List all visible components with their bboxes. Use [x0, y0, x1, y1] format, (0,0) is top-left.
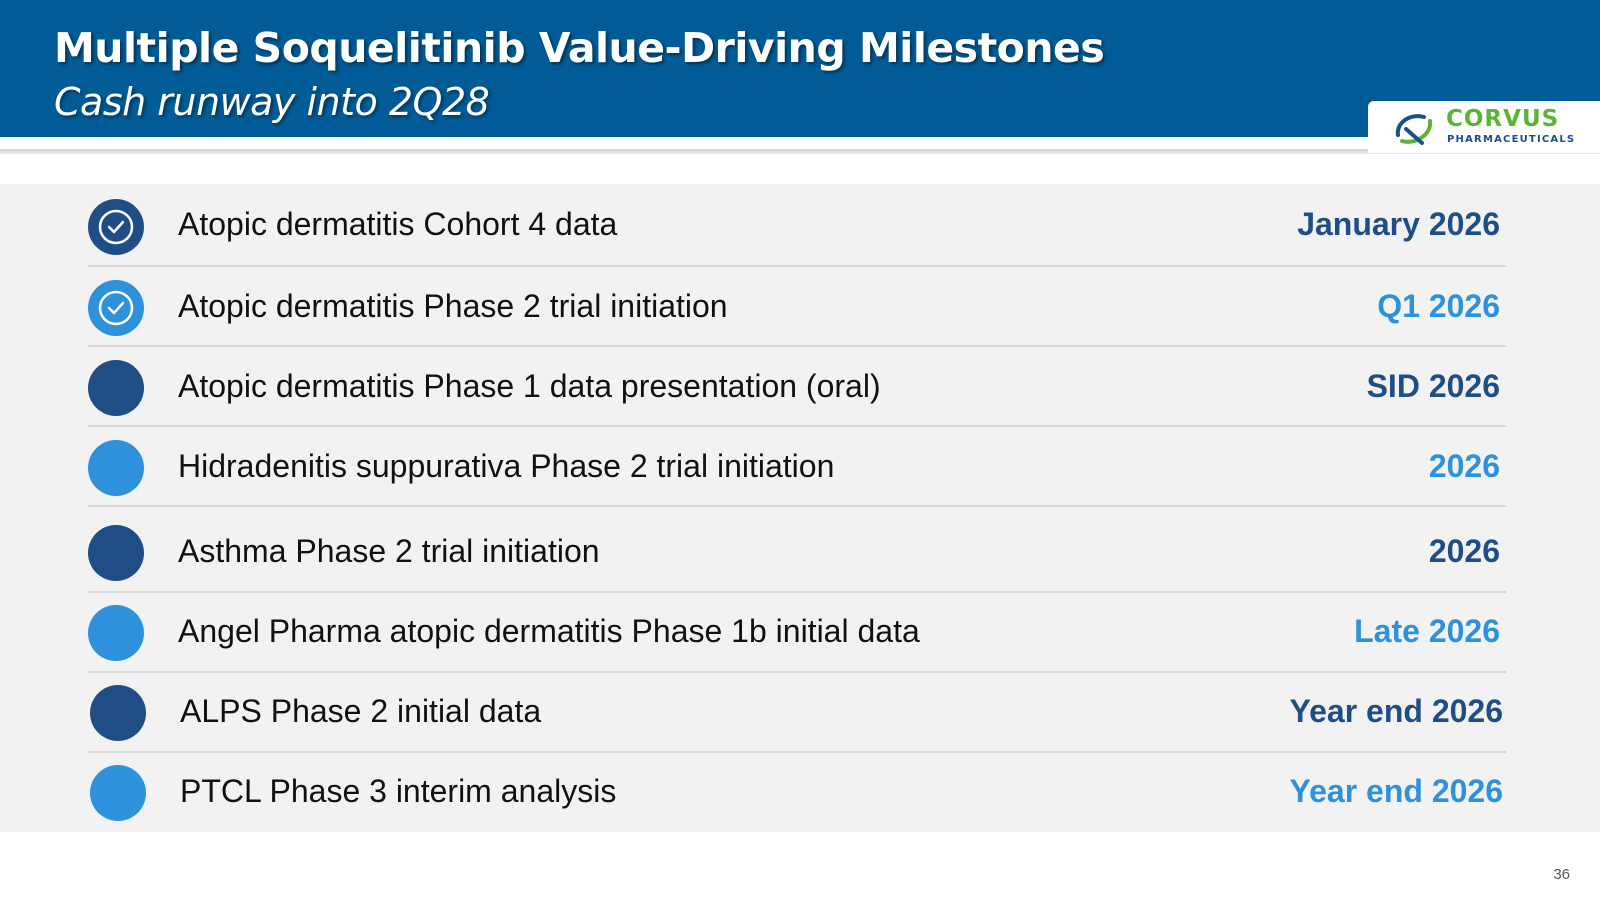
milestone-label: PTCL Phase 3 interim analysis — [180, 773, 617, 809]
milestone-date: 2026 — [1428, 533, 1500, 569]
milestone-status-dot — [88, 360, 144, 416]
milestone-label: Hidradenitis suppurativa Phase 2 trial i… — [178, 448, 835, 484]
milestone-date: Late 2026 — [1354, 613, 1500, 649]
milestone-status-dot — [88, 605, 144, 661]
milestone-date: Year end 2026 — [1289, 693, 1503, 729]
milestone-status-dot — [88, 525, 144, 581]
milestone-panel: Atopic dermatitis Cohort 4 data January … — [0, 184, 1600, 832]
check-circle-icon — [98, 209, 134, 245]
milestone-label: Atopic dermatitis Phase 2 trial initiati… — [178, 288, 728, 324]
corvus-logo-icon — [1395, 114, 1433, 145]
milestone-date: SID 2026 — [1366, 368, 1500, 404]
milestone-label: Angel Pharma atopic dermatitis Phase 1b … — [178, 613, 920, 649]
milestone-status-dot — [88, 440, 144, 496]
header-divider — [0, 149, 1600, 154]
milestone-row: Hidradenitis suppurativa Phase 2 trial i… — [88, 427, 1506, 507]
milestone-row: Atopic dermatitis Phase 1 data presentat… — [88, 347, 1506, 427]
page-number: 36 — [1553, 866, 1570, 883]
milestone-label: ALPS Phase 2 initial data — [180, 693, 542, 729]
page-subtitle: Cash runway into 2Q28 — [54, 80, 490, 124]
milestone-status-dot — [90, 765, 146, 821]
milestone-row: ALPS Phase 2 initial data Year end 2026 — [88, 673, 1506, 753]
milestone-date: Year end 2026 — [1289, 773, 1503, 809]
milestone-row: Atopic dermatitis Phase 2 trial initiati… — [88, 267, 1506, 347]
milestone-date: January 2026 — [1297, 206, 1500, 242]
logo-name: CORVUS — [1446, 106, 1560, 132]
milestone-date: Q1 2026 — [1377, 288, 1500, 324]
milestone-row: Atopic dermatitis Cohort 4 data January … — [88, 184, 1506, 267]
check-circle-icon — [98, 290, 134, 326]
logo-subtitle: PHARMACEUTICALS — [1447, 134, 1576, 145]
milestone-label: Atopic dermatitis Cohort 4 data — [178, 206, 618, 242]
milestone-status-dot — [90, 685, 146, 741]
milestone-label: Asthma Phase 2 trial initiation — [178, 533, 600, 569]
milestone-status-dot — [88, 199, 144, 255]
milestone-status-dot — [88, 280, 144, 336]
milestone-label: Atopic dermatitis Phase 1 data presentat… — [178, 368, 881, 404]
milestone-row: Asthma Phase 2 trial initiation 2026 — [88, 507, 1506, 593]
company-logo: CORVUS PHARMACEUTICALS — [1368, 101, 1600, 153]
page-title: Multiple Soquelitinib Value-Driving Mile… — [54, 24, 1105, 72]
milestone-date: 2026 — [1428, 448, 1500, 484]
header-banner: Multiple Soquelitinib Value-Driving Mile… — [0, 0, 1600, 137]
milestone-row: Angel Pharma atopic dermatitis Phase 1b … — [88, 593, 1506, 673]
milestone-row: PTCL Phase 3 interim analysis Year end 2… — [88, 753, 1506, 832]
